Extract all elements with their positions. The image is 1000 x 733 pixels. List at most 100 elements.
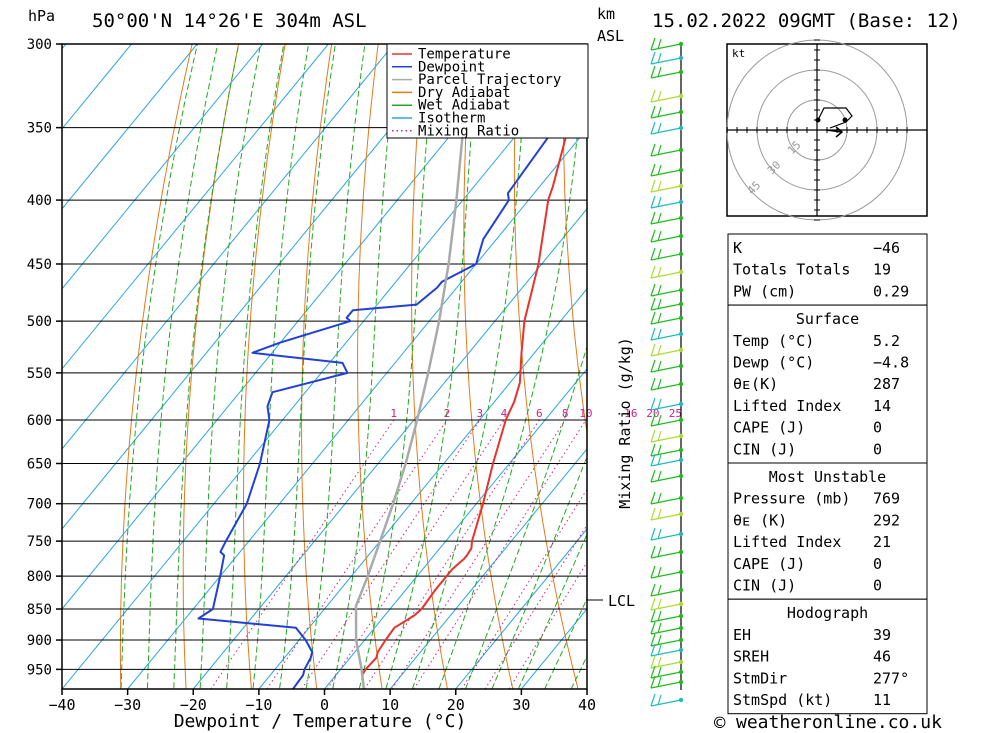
index-label: PW (cm) xyxy=(733,282,796,300)
temperature-line xyxy=(361,71,587,689)
legend-item-label: Isotherm xyxy=(418,111,485,127)
mixing-ratio-label: 8 xyxy=(562,407,569,420)
pressure-tick-label: 950 xyxy=(27,662,52,678)
lcl-label: LCL xyxy=(608,592,635,610)
hodograph-stats-label: SREH xyxy=(733,648,769,666)
hodograph-stats-title: Hodograph xyxy=(787,604,868,622)
stats-panel: K −46 Totals Totals 19 PW (cm) 0.29 Surface Tem… xyxy=(727,233,928,715)
surface-value: 287 xyxy=(873,375,900,393)
background-lines xyxy=(62,44,587,689)
mixing-ratio-label: 1 xyxy=(390,407,397,420)
hodograph-stats-value: 46 xyxy=(873,648,891,666)
most-unstable-label: Pressure (mb) xyxy=(733,490,850,508)
temperature-tick-label: −40 xyxy=(48,696,75,714)
mixing-ratio-label: 20 xyxy=(646,407,659,420)
mixing-ratio-label: 25 xyxy=(669,407,682,420)
profile-lines xyxy=(197,44,587,689)
hodograph-stats-label: StmSpd (kt) xyxy=(733,691,832,709)
pressure-tick-label: 400 xyxy=(27,193,52,209)
index-label: K xyxy=(733,239,742,257)
hodograph-unit: kt xyxy=(732,47,745,60)
pressure-tick-label: 750 xyxy=(27,534,52,550)
surface-value: 0 xyxy=(873,419,882,437)
mixing-ratio-label: 6 xyxy=(536,407,543,420)
height-unit-asl: ASL xyxy=(597,27,624,45)
pressure-tick-label: 350 xyxy=(27,121,52,137)
datetime-title: 15.02.2022 09GMT (Base: 12) xyxy=(652,10,961,32)
legend-item-label: Mixing Ratio xyxy=(418,123,519,139)
temperature-tick-label: −30 xyxy=(114,696,141,714)
temperature-tick-label: 0 xyxy=(320,696,329,714)
most-unstable-value: 292 xyxy=(873,511,900,529)
temperature-tick-label: 10 xyxy=(381,696,399,714)
surface-label: Lifted Index xyxy=(733,397,841,415)
legend-item-label: Dewpoint xyxy=(418,59,485,75)
pressure-tick-label: 500 xyxy=(27,314,52,330)
wind-barbs xyxy=(650,37,684,707)
hodograph-stats-value: 11 xyxy=(873,691,891,709)
surface-label: Dewp (°C) xyxy=(733,354,814,372)
parcel-trajectory-line xyxy=(354,44,478,689)
hodograph-stats-label: StmDir xyxy=(733,669,787,687)
legend-item-label: Temperature xyxy=(418,47,511,63)
surface-label: CAPE (J) xyxy=(733,419,805,437)
pressure-tick-label: 700 xyxy=(27,497,52,513)
pressure-unit-label: hPa xyxy=(28,7,55,25)
legend-item-label: Parcel Trajectory xyxy=(418,72,561,88)
x-axis-label: Dewpoint / Temperature (°C) xyxy=(174,711,467,732)
index-value: 0.29 xyxy=(873,282,909,300)
most-unstable-value: 769 xyxy=(873,490,900,508)
most-unstable-label: θᴇ (K) xyxy=(733,511,787,529)
pressure-axis: 300 350 400 450 500 550 600 650 700 750 800 850 900 9… xyxy=(27,37,62,678)
surface-label: CIN (J) xyxy=(733,440,796,458)
height-unit-km: km xyxy=(597,5,615,23)
temperature-tick-label: −10 xyxy=(245,696,272,714)
temperature-axis: −40 −30 −20 −10 0 10 20 30 40 xyxy=(48,689,596,714)
dewpoint-line xyxy=(197,96,587,689)
surface-value: 14 xyxy=(873,397,891,415)
mixing-ratio-labels: 1 2 3 4 6 8 10 16 20 25 xyxy=(390,407,682,420)
most-unstable-label: CAPE (J) xyxy=(733,555,805,573)
legend-item-label: Wet Adiabat xyxy=(418,98,511,114)
mixing-ratio-label: 4 xyxy=(501,407,508,420)
surface-value: 0 xyxy=(873,440,882,458)
mixing-ratio-label: 3 xyxy=(476,407,483,420)
index-value: 19 xyxy=(873,261,891,279)
hodograph-stats-value: 39 xyxy=(873,626,891,644)
pressure-tick-label: 900 xyxy=(27,633,52,649)
surface-label: θᴇ(K) xyxy=(733,375,778,393)
location-title: 50°00'N 14°26'E 304m ASL xyxy=(92,10,367,32)
most-unstable-label: Lifted Index xyxy=(733,533,841,551)
most-unstable-value: 0 xyxy=(873,577,882,595)
temperature-tick-label: −20 xyxy=(180,696,207,714)
mixing-ratio-axis-label: Mixing Ratio (g/kg) xyxy=(616,337,634,509)
most-unstable-value: 0 xyxy=(873,555,882,573)
most-unstable-value: 21 xyxy=(873,533,891,551)
temperature-tick-label: 40 xyxy=(578,696,596,714)
index-value: −46 xyxy=(873,239,900,257)
mixing-ratio-label: 10 xyxy=(579,407,592,420)
most-unstable-label: CIN (J) xyxy=(733,577,796,595)
most-unstable-title: Most Unstable xyxy=(769,468,886,486)
hodograph-stats-value: 277° xyxy=(873,669,909,687)
legend-item-label: Dry Adiabat xyxy=(418,85,511,101)
surface-value: 5.2 xyxy=(873,332,900,350)
temperature-tick-label: 20 xyxy=(447,696,465,714)
copyright-symbol: © xyxy=(714,712,726,733)
index-label: Totals Totals xyxy=(733,261,850,279)
surface-title: Surface xyxy=(796,310,859,328)
pressure-tick-label: 800 xyxy=(27,569,52,585)
mixing-ratio-label: 2 xyxy=(444,407,451,420)
pressure-tick-label: 650 xyxy=(27,457,52,473)
pressure-tick-label: 450 xyxy=(27,257,52,273)
pressure-tick-label: 550 xyxy=(27,366,52,382)
surface-label: Temp (°C) xyxy=(733,332,814,350)
mixing-ratio-label: 16 xyxy=(624,407,637,420)
pressure-tick-label: 300 xyxy=(27,37,52,53)
surface-value: −4.8 xyxy=(873,354,909,372)
hodograph-stats-label: EH xyxy=(733,626,751,644)
pressure-tick-label: 600 xyxy=(27,413,52,429)
